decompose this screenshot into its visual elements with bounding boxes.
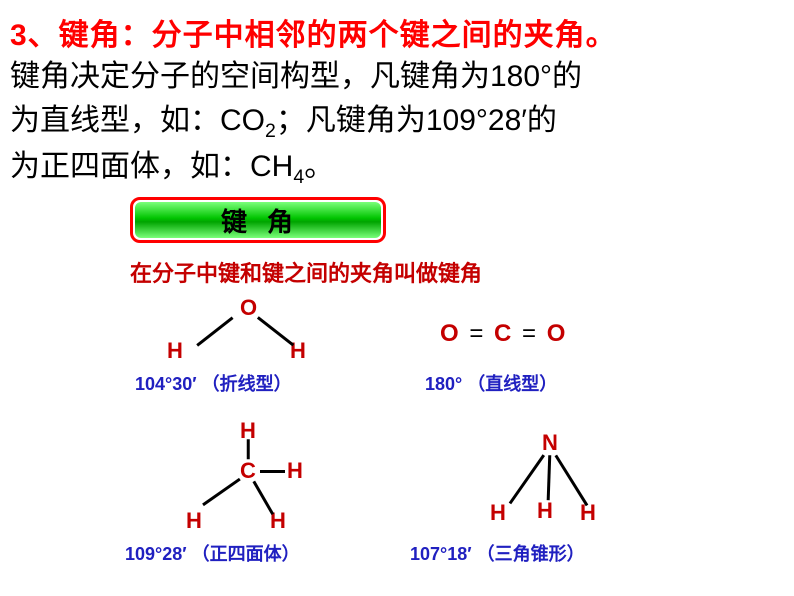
body-line1: 键角决定分子的空间构型，凡键角为180°的 (10, 55, 780, 99)
ch4-angle: 109°28′ (125, 544, 187, 564)
nh3-atom-h2: H (537, 498, 553, 524)
h2o-label: 104°30′ （折线型） (135, 370, 292, 396)
co2-label: 180° （直线型） (425, 370, 557, 396)
h2o-bond1 (196, 317, 233, 347)
title-heading: 3、键角：分子中相邻的两个键之间的夹角。 (10, 10, 617, 54)
body-paragraph: 键角决定分子的空间构型，凡键角为180°的 为直线型，如：CO2；凡键角为109… (10, 55, 780, 191)
sub-co2: 2 (265, 120, 276, 142)
nh3-shape: （三角锥形） (477, 544, 585, 564)
body-line3a: 为正四面体，如：CH (10, 150, 293, 183)
nh3-atom-n: N (542, 430, 558, 456)
nh3-bond3 (555, 455, 588, 506)
ch4-label: 109°28′ （正四面体） (125, 540, 300, 566)
ch4-atom-h2: H (287, 458, 303, 484)
h2o-shape: （折线型） (202, 374, 292, 394)
ch4-bond3 (202, 478, 240, 506)
nh3-angle: 107°18′ (410, 544, 472, 564)
section-badge-inner: 键 角 (135, 202, 381, 238)
badge-char1: 键 (221, 202, 267, 239)
co2-formula: O = C = O (440, 320, 567, 348)
co2-angle: 180° (425, 374, 462, 394)
co2-eq1: = (461, 320, 494, 347)
ch4-shape: （正四面体） (192, 544, 300, 564)
nh3-atom-h1: H (490, 500, 506, 526)
co2-eq2: = (513, 320, 546, 347)
co2-o2: O (547, 320, 568, 347)
ch4-bond1 (247, 439, 250, 459)
h2o-atom-o: O (240, 295, 257, 321)
body-line3b: 。 (304, 150, 334, 183)
h2o-bond2 (257, 316, 294, 346)
nh3-bond1 (509, 455, 545, 505)
ch4-atom-h3: H (186, 508, 202, 534)
nh3-label: 107°18′ （三角锥形） (410, 540, 585, 566)
body-line3: 为正四面体，如：CH4。 (10, 145, 780, 191)
co2-o1: O (440, 320, 461, 347)
ch4-bond2 (260, 470, 285, 473)
badge-char2: 角 (267, 202, 295, 239)
ch4-bond4 (253, 481, 274, 515)
section-badge: 键 角 (130, 197, 386, 243)
sub-caption: 在分子中键和键之间的夹角叫做键角 (130, 256, 482, 288)
h2o-angle: 104°30′ (135, 374, 197, 394)
body-line2b: ；凡键角为109°28′的 (276, 104, 557, 137)
co2-c: C (494, 320, 513, 347)
co2-shape: （直线型） (467, 374, 557, 394)
h2o-atom-h1: H (167, 338, 183, 364)
sub-ch4: 4 (293, 166, 304, 188)
nh3-bond2 (547, 455, 551, 500)
body-line2: 为直线型，如：CO2；凡键角为109°28′的 (10, 99, 780, 145)
diagram-area: O H H 104°30′ （折线型） O = C = O 180° （直线型）… (0, 290, 794, 596)
body-line2a: 为直线型，如：CO (10, 104, 265, 137)
